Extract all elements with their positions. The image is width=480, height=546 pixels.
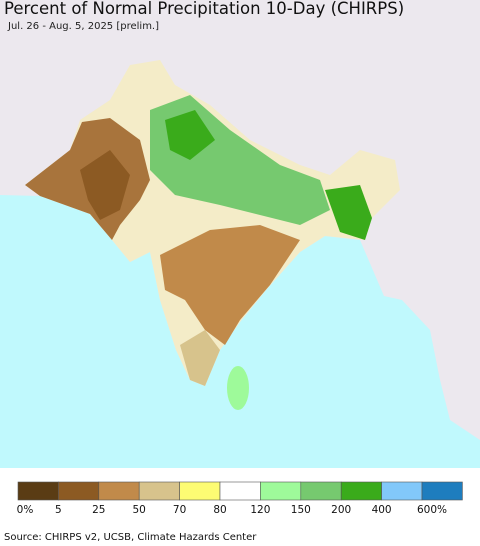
subtitle: Jul. 26 - Aug. 5, 2025 [prelim.]: [7, 21, 159, 32]
legend-swatch: [58, 481, 100, 501]
legend-swatch: [179, 481, 221, 501]
legend: 0% 5 25 50 70 80 120 150 200 400 600%: [17, 481, 463, 516]
legend-swatch: [381, 481, 423, 501]
wet-east: [325, 185, 372, 240]
legend-swatch: [300, 481, 342, 501]
very-wet: [165, 110, 215, 160]
legend-swatch: [138, 481, 180, 501]
legend-area: [0, 468, 480, 546]
legend-label: 5: [55, 504, 62, 516]
legend-swatch: [98, 481, 140, 501]
legend-label: 50: [133, 504, 146, 516]
title: Percent of Normal Precipitation 10-Day (…: [4, 0, 404, 18]
legend-swatch: [260, 481, 302, 501]
map: [0, 0, 480, 468]
legend-swatch: [340, 481, 382, 501]
south: [180, 330, 220, 386]
legend-label: 0%: [17, 504, 34, 516]
legend-label: 120: [250, 504, 270, 516]
dry-central: [160, 225, 300, 345]
legend-swatch: [421, 481, 463, 501]
very-dry: [80, 150, 130, 220]
legend-label: 70: [173, 504, 186, 516]
legend-label: 80: [213, 504, 226, 516]
legend-label: 150: [291, 504, 311, 516]
source: Source: CHIRPS v2, UCSB, Climate Hazards…: [4, 532, 257, 543]
legend-swatch: [219, 481, 261, 501]
legend-label: 25: [92, 504, 105, 516]
sri-lanka: [227, 366, 249, 410]
legend-label: 400: [372, 504, 392, 516]
legend-label: 200: [331, 504, 351, 516]
legend-swatch: [17, 481, 59, 501]
legend-label: 600%: [417, 504, 447, 516]
ocean: [0, 195, 480, 468]
